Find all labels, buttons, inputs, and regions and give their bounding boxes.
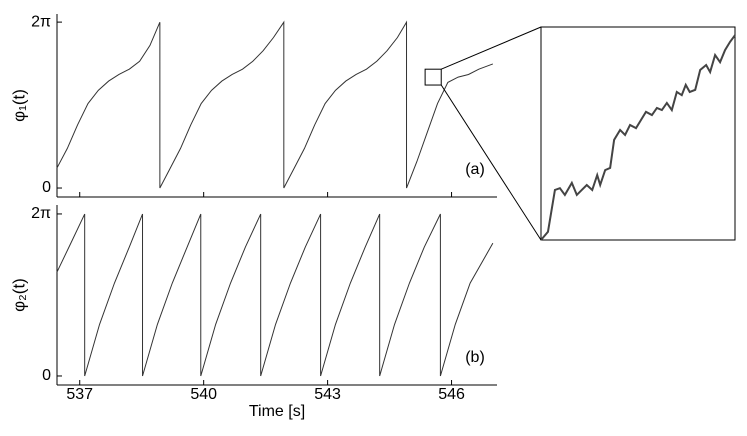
zoom-connector bbox=[440, 84, 542, 241]
x-tick-label: 546 bbox=[438, 386, 465, 403]
y-axis-label: φ₂(t) bbox=[9, 278, 28, 312]
x-tick-label: 537 bbox=[66, 386, 93, 403]
x-axis-label: Time [s] bbox=[249, 403, 305, 420]
y-tick-label: 0 bbox=[42, 367, 51, 384]
panel-label: (b) bbox=[465, 349, 485, 366]
x-tick-label: 540 bbox=[190, 386, 217, 403]
panel-label: (a) bbox=[465, 161, 485, 178]
y-tick-label: 2π bbox=[31, 205, 51, 222]
zoom-connector bbox=[441, 26, 542, 70]
y-axis-label: φ₁(t) bbox=[9, 89, 28, 122]
data-line bbox=[56, 20, 494, 189]
data-line bbox=[540, 34, 736, 241]
y-tick-label: 0 bbox=[42, 179, 51, 196]
data-line bbox=[56, 213, 494, 377]
y-tick-label: 2π bbox=[31, 13, 51, 30]
x-tick-label: 543 bbox=[314, 386, 341, 403]
zoom-box bbox=[424, 68, 442, 86]
inset-frame bbox=[540, 26, 736, 241]
